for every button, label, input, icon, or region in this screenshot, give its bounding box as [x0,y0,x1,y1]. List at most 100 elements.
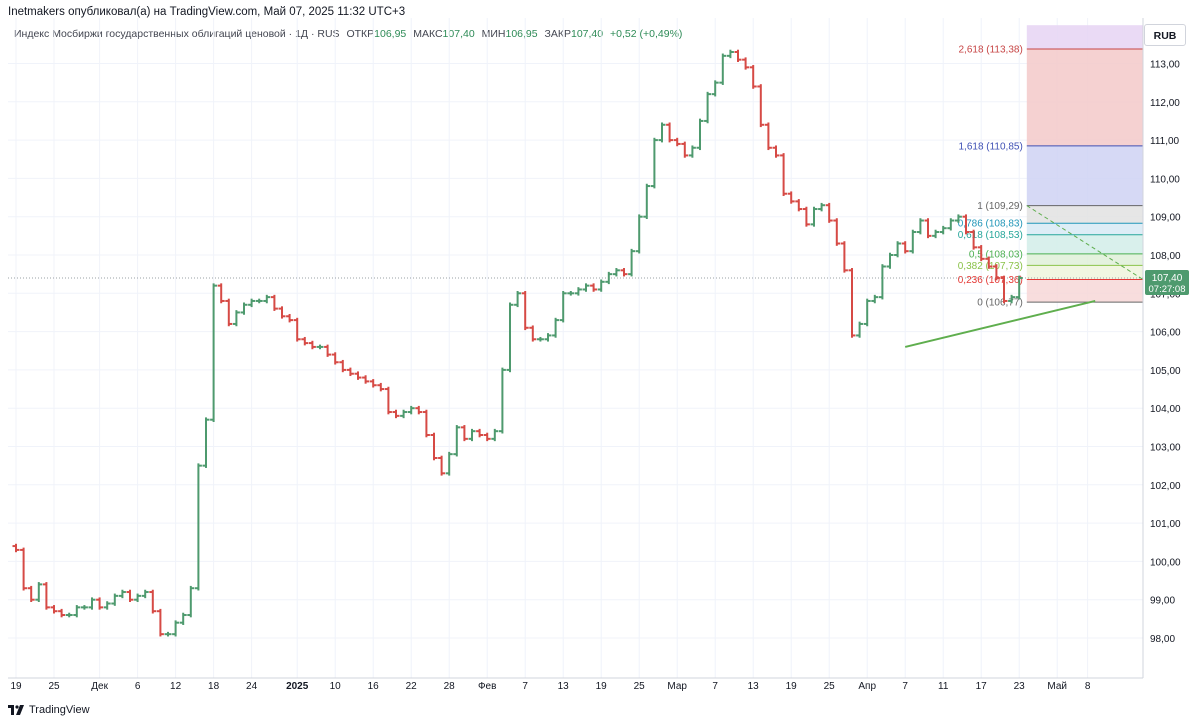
ohlc-bar [301,336,309,346]
ohlc-bar [818,202,826,212]
ohlc-bar [377,382,385,392]
x-tick-label: 24 [246,681,258,692]
ohlc-bar [164,631,172,637]
fib-zone [1026,48,1143,146]
y-tick-label: 98,00 [1150,634,1175,645]
ohlc-bar [453,425,461,457]
fib-zone [1026,265,1143,280]
high-value: 107,40 [442,28,475,40]
x-tick-label: 6 [135,681,141,692]
y-tick-label: 113,00 [1150,60,1180,71]
ohlc-bar [308,340,316,350]
price-chart[interactable]: 2,618 (113,38) 1,618 (110,85) 1 (109,29) 0,… [0,0,1200,700]
ohlc-bar [1015,275,1023,300]
ohlc-bar [384,386,392,415]
ohlc-bar [795,199,803,212]
ohlc-bar [88,597,96,610]
ohlc-bar [42,582,50,610]
ohlc-bar [932,229,940,239]
ohlc-bar [757,84,765,128]
ohlc-bar [50,605,58,614]
ohlc-bar [620,268,628,277]
open-value: 106,95 [374,28,407,40]
ohlc-bar [552,317,560,338]
ohlc-bar [354,371,362,380]
ohlc-bar [848,268,856,338]
x-tick-label: 2025 [286,681,309,692]
x-tick-label: 13 [748,681,760,692]
x-tick-label: Мар [667,681,687,692]
ohlc-bar [293,317,301,342]
y-tick-label: 106,00 [1150,328,1181,339]
ohlc-bar [149,589,157,614]
ohlc-bar [886,252,894,269]
y-tick-label: 105,00 [1150,366,1181,377]
ohlc-bar [749,65,757,89]
ohlc-bar [742,57,750,70]
ohlc-bar [559,291,567,323]
ohlc-bar [871,294,879,304]
fib-zone [1026,25,1143,49]
y-tick-label: 109,00 [1150,213,1181,224]
ohlc-bar [468,428,476,442]
ohlc-bar [924,218,932,239]
ohlc-bar [810,206,818,227]
ohlc-bar [202,417,210,468]
y-tick-label: 108,00 [1150,251,1181,262]
ohlc-bar [460,425,468,442]
ohlc-bar [574,287,582,296]
last-price-tag-box [1145,269,1189,295]
ohlc-bar [529,325,537,342]
ohlc-bar [407,405,415,415]
ohlc-bar [681,141,689,158]
fib-zone [1026,205,1143,224]
ohlc-bar [673,137,681,147]
x-tick-label: Май [1047,681,1067,692]
ohlc-bar [58,608,66,618]
ohlc-bar [96,597,104,610]
low-value: 106,95 [505,28,538,40]
ohlc-bar [939,225,947,235]
ohlc-bar [992,264,1000,281]
ohlc-bar [400,409,408,419]
x-tick-label: 19 [10,681,22,692]
ohlc-bar [612,268,620,277]
ohlc-bar [255,298,263,304]
close-value: 107,40 [571,28,604,40]
ohlc-bar [544,333,552,342]
ohlc-bar [248,298,256,308]
x-tick-label: 16 [368,681,380,692]
ohlc-bar [263,294,271,304]
ohlc-bar [118,589,126,599]
fib-level-label: 0,236 (107,36) [958,275,1023,286]
ohlc-bar [126,589,134,602]
ohlc-bar [863,298,871,327]
x-tick-label: 28 [444,681,456,692]
ohlc-bar [650,137,658,189]
ohlc-bar [787,191,795,204]
ohlc-bar [856,321,864,338]
ohlc-bar [278,306,286,319]
x-tick-label: 12 [170,681,182,692]
currency-button[interactable]: RUB [1144,24,1186,46]
ohlc-bar [134,593,142,602]
ohlc-bar [635,214,643,254]
high-label: МАКС [413,28,443,40]
ohlc-bar [536,336,544,342]
ohlc-bar [187,585,195,618]
x-tick-label: 10 [330,681,342,692]
ohlc-bar [422,409,430,438]
ohlc-bar [331,352,339,365]
ohlc-bar [316,344,324,350]
fib-diagonal [1026,205,1144,280]
close-label: ЗАКР [544,28,571,40]
ohlc-bar [514,291,522,308]
footer-brand: TradingView [29,704,90,716]
ohlc-bar [605,271,613,285]
ohlc-bar [977,245,985,262]
ohlc-bar [65,612,73,618]
ohlc-bar [567,291,575,296]
x-tick-label: 7 [522,681,528,692]
ohlc-bar [643,183,651,219]
